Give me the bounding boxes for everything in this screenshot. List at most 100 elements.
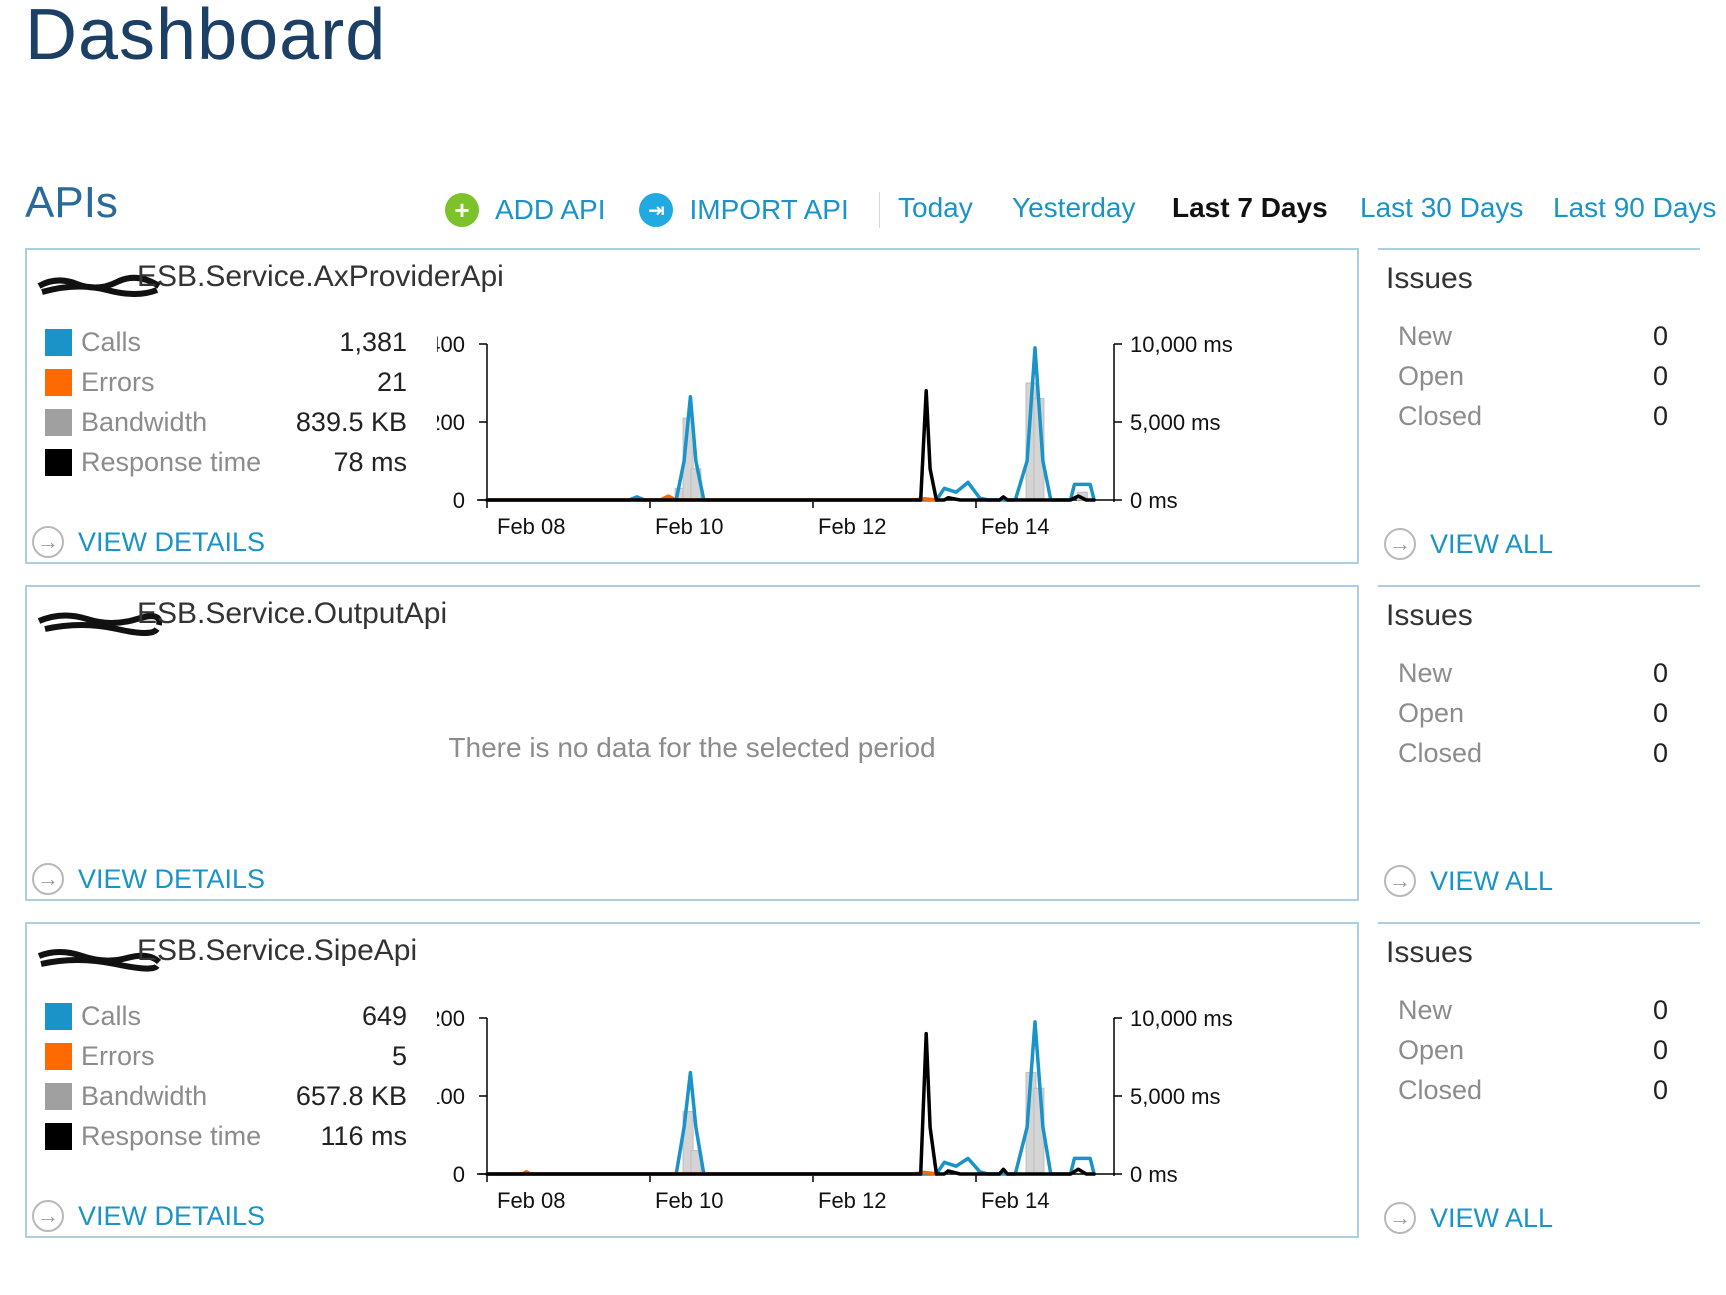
calls-swatch bbox=[45, 328, 72, 356]
add-api-button[interactable]: + ADD API bbox=[445, 193, 605, 227]
stat-row-response-time: Response time 116 ms bbox=[45, 1116, 407, 1156]
errors-swatch bbox=[45, 1042, 72, 1070]
stat-label-response-time: Response time bbox=[81, 446, 262, 477]
import-api-button[interactable]: ⇥ IMPORT API bbox=[639, 193, 849, 227]
errors-swatch bbox=[45, 368, 72, 396]
stat-value-response-time: 78 ms bbox=[333, 446, 407, 477]
api-chart: 0 200 400 0 ms 5,000 ms 10,000 ms Feb 08 Feb 10… bbox=[437, 332, 1233, 539]
view-all-label: VIEW ALL bbox=[1430, 1202, 1554, 1233]
view-all-link[interactable]: → VIEW ALL bbox=[1384, 1202, 1553, 1234]
x-tick-label: Feb 10 bbox=[655, 1188, 724, 1213]
redaction-scribble bbox=[37, 949, 162, 972]
stat-label-errors: Errors bbox=[81, 366, 155, 397]
view-all-link[interactable]: → VIEW ALL bbox=[1384, 528, 1553, 560]
period-last-30-days[interactable]: Last 30 Days bbox=[1360, 192, 1524, 223]
issues-open-row[interactable]: Open 0 bbox=[1398, 1030, 1668, 1070]
stat-label-errors: Errors bbox=[81, 1040, 155, 1071]
stat-row-bandwidth: Bandwidth 839.5 KB bbox=[45, 402, 407, 442]
view-details-label: VIEW DETAILS bbox=[78, 863, 266, 894]
response-time-swatch bbox=[45, 448, 72, 476]
view-details-link[interactable]: → VIEW DETAILS bbox=[32, 863, 265, 895]
arrow-right-icon: → bbox=[32, 1200, 64, 1232]
view-all-label: VIEW ALL bbox=[1430, 528, 1554, 559]
x-tick-label: Feb 14 bbox=[981, 1188, 1050, 1213]
issues-new-row[interactable]: New 0 bbox=[1398, 316, 1668, 356]
redaction-scribble bbox=[37, 612, 162, 636]
issues-closed-count: 0 bbox=[1652, 400, 1668, 431]
view-details-link[interactable]: → VIEW DETAILS bbox=[32, 526, 265, 558]
x-tick-label: Feb 12 bbox=[818, 1188, 887, 1213]
period-last-7-days[interactable]: Last 7 Days bbox=[1172, 192, 1328, 223]
stat-value-errors: 5 bbox=[391, 1040, 407, 1071]
import-icon: ⇥ bbox=[639, 193, 674, 227]
x-tick-label: Feb 08 bbox=[497, 1188, 566, 1213]
issues-title: Issues bbox=[1386, 262, 1473, 295]
issues-new-row[interactable]: New 0 bbox=[1398, 990, 1668, 1030]
api-stats: Calls 649 Errors 5 Bandwidth 657.8 KB Re… bbox=[45, 996, 407, 1156]
issues-closed-row[interactable]: Closed 0 bbox=[1398, 396, 1668, 436]
view-details-link[interactable]: → VIEW DETAILS bbox=[32, 1200, 265, 1232]
stat-row-bandwidth: Bandwidth 657.8 KB bbox=[45, 1076, 407, 1116]
period-last-90-days[interactable]: Last 90 Days bbox=[1553, 192, 1717, 223]
x-tick-label: Feb 14 bbox=[981, 514, 1050, 539]
api-name[interactable]: ESB.Service.AxProviderApi bbox=[137, 260, 504, 293]
add-api-label: ADD API bbox=[495, 194, 606, 225]
calls-line bbox=[485, 1020, 1096, 1176]
stat-row-errors: Errors 5 bbox=[45, 1036, 407, 1076]
api-name[interactable]: ESB.Service.SipeApi bbox=[137, 934, 418, 967]
issues-title: Issues bbox=[1386, 599, 1473, 632]
issues-open-row[interactable]: Open 0 bbox=[1398, 693, 1668, 733]
issues-closed-count: 0 bbox=[1652, 737, 1668, 768]
y-right-tick-label: 5,000 ms bbox=[1130, 1084, 1221, 1109]
stat-row-calls: Calls 1,381 bbox=[45, 322, 407, 362]
import-api-label: IMPORT API bbox=[689, 194, 849, 225]
stat-label-response-time: Response time bbox=[81, 1120, 262, 1151]
api-card: ESB.Service.SipeApi Calls 649 Errors 5 B… bbox=[25, 922, 1359, 1238]
issues-list: New 0 Open 0 Closed 0 bbox=[1398, 653, 1668, 773]
issues-panel: Issues New 0 Open 0 Closed 0 → VIEW ALL bbox=[1378, 585, 1700, 901]
y-left-tick-label: 400 bbox=[437, 332, 465, 357]
issues-panel: Issues New 0 Open 0 Closed 0 → VIEW ALL bbox=[1378, 922, 1700, 1238]
issues-new-row[interactable]: New 0 bbox=[1398, 653, 1668, 693]
stat-row-response-time: Response time 78 ms bbox=[45, 442, 407, 482]
issues-title: Issues bbox=[1386, 936, 1473, 969]
period-yesterday[interactable]: Yesterday bbox=[1012, 192, 1136, 223]
issues-closed-count: 0 bbox=[1652, 1074, 1668, 1105]
section-title: APIs bbox=[25, 178, 118, 227]
y-left-tick-label: 200 bbox=[437, 410, 465, 435]
issues-open-label: Open bbox=[1398, 1034, 1465, 1065]
stat-value-response-time: 116 ms bbox=[320, 1120, 407, 1151]
calls-swatch bbox=[45, 1002, 72, 1030]
arrow-right-icon: → bbox=[32, 863, 64, 895]
api-card: ESB.Service.OutputApi There is no data f… bbox=[25, 585, 1359, 901]
issues-closed-row[interactable]: Closed 0 bbox=[1398, 1070, 1668, 1110]
stat-value-calls: 1,381 bbox=[339, 326, 407, 357]
y-right-tick-label: 0 ms bbox=[1130, 1162, 1178, 1187]
toolbar: + ADD API ⇥ IMPORT API bbox=[445, 190, 880, 230]
issues-open-row[interactable]: Open 0 bbox=[1398, 356, 1668, 396]
view-all-link[interactable]: → VIEW ALL bbox=[1384, 865, 1553, 897]
issues-new-label: New bbox=[1398, 994, 1453, 1025]
y-right-tick-label: 5,000 ms bbox=[1130, 410, 1221, 435]
issues-closed-label: Closed bbox=[1398, 400, 1483, 431]
y-right-tick-label: 10,000 ms bbox=[1130, 332, 1233, 357]
issues-panel: Issues New 0 Open 0 Closed 0 → VIEW ALL bbox=[1378, 248, 1700, 564]
api-name[interactable]: ESB.Service.OutputApi bbox=[137, 597, 448, 630]
stat-label-calls: Calls bbox=[81, 326, 142, 357]
arrow-right-icon: → bbox=[1384, 528, 1416, 560]
bandwidth-swatch bbox=[45, 1082, 72, 1110]
x-tick-label: Feb 12 bbox=[818, 514, 887, 539]
x-tick-label: Feb 08 bbox=[497, 514, 566, 539]
redaction-scribble bbox=[37, 274, 161, 297]
y-left-tick-label: 0 bbox=[453, 488, 465, 513]
issues-new-label: New bbox=[1398, 320, 1453, 351]
x-tick-label: Feb 10 bbox=[655, 514, 724, 539]
toolbar-divider bbox=[878, 192, 880, 228]
issues-open-count: 0 bbox=[1652, 360, 1668, 391]
issues-closed-row[interactable]: Closed 0 bbox=[1398, 733, 1668, 773]
issues-new-count: 0 bbox=[1652, 657, 1668, 688]
api-chart: 0 100 200 0 ms 5,000 ms 10,000 ms Feb 08 Feb 10… bbox=[437, 1006, 1233, 1213]
arrow-right-icon: → bbox=[32, 526, 64, 558]
period-today[interactable]: Today bbox=[898, 192, 973, 223]
arrow-right-icon: → bbox=[1384, 1202, 1416, 1234]
